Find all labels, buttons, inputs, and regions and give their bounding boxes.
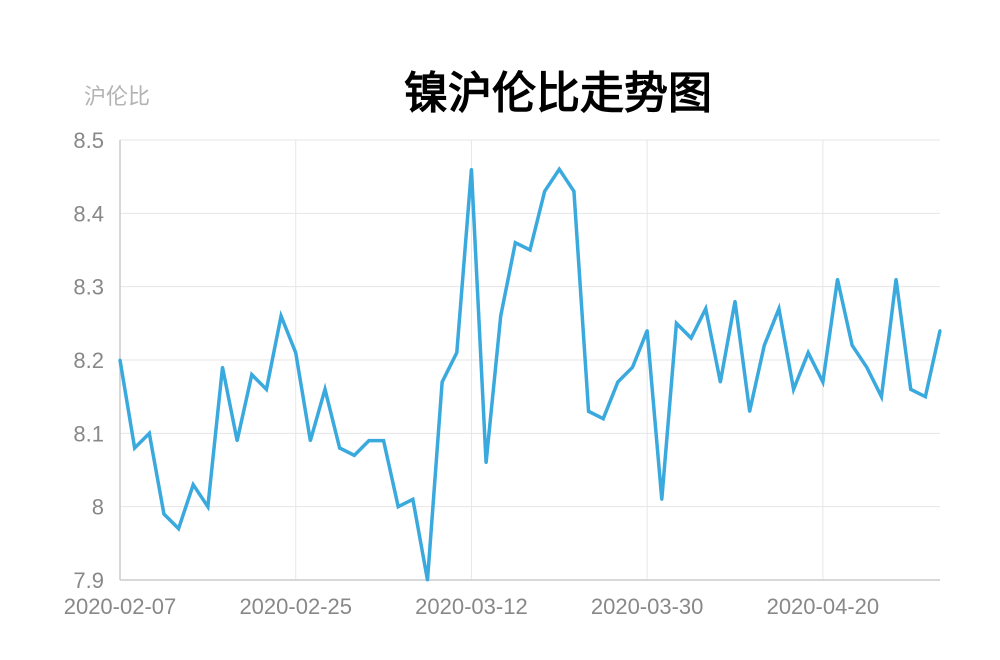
data-point	[323, 387, 327, 391]
data-point	[587, 409, 591, 413]
data-point	[133, 446, 137, 450]
series-line	[118, 166, 942, 581]
data-point	[528, 248, 532, 252]
data-point	[718, 380, 722, 384]
data-point	[162, 512, 166, 516]
series-layer	[118, 166, 942, 582]
data-point	[938, 329, 942, 333]
x-tick-label: 2020-04-20	[767, 594, 880, 619]
data-point	[543, 189, 547, 193]
data-point	[396, 505, 400, 509]
data-point	[865, 365, 869, 369]
data-point	[792, 387, 796, 391]
data-point	[879, 395, 883, 399]
data-point	[704, 307, 708, 311]
data-point	[191, 483, 195, 487]
data-point	[806, 351, 810, 355]
data-point	[426, 578, 429, 582]
data-point	[279, 314, 283, 318]
data-point	[836, 277, 839, 281]
data-point	[382, 439, 386, 443]
y-tick-label: 8.3	[73, 275, 104, 300]
data-point	[777, 307, 781, 311]
x-tick-label: 2020-02-25	[239, 594, 352, 619]
data-point	[250, 373, 254, 377]
data-point	[118, 358, 122, 362]
data-point	[221, 365, 224, 369]
grid-lines	[120, 139, 940, 580]
data-point	[733, 299, 737, 303]
data-point	[147, 431, 151, 435]
data-point	[601, 417, 605, 421]
y-tick-label: 8.5	[73, 128, 104, 153]
data-point	[572, 189, 576, 193]
data-point	[235, 439, 239, 443]
x-tick-label: 2020-03-12	[415, 594, 528, 619]
data-point	[645, 329, 649, 333]
data-point	[616, 380, 620, 384]
data-point	[177, 527, 181, 531]
y-axis-label: 沪伦比	[84, 85, 150, 110]
y-tick-label: 8.4	[73, 201, 104, 226]
data-point	[469, 167, 473, 171]
y-tick-label: 7.9	[73, 568, 104, 593]
data-point	[499, 314, 503, 318]
data-point	[894, 277, 898, 281]
data-point	[411, 497, 415, 501]
data-point	[557, 167, 561, 171]
data-point	[689, 336, 693, 340]
data-point	[923, 395, 927, 399]
data-point	[762, 343, 766, 347]
y-tick-labels: 8.5 8.4 8.3 8.2 8.1 8 7.9	[73, 128, 104, 593]
data-point	[206, 505, 210, 509]
data-point	[484, 461, 488, 465]
data-point	[264, 387, 268, 391]
data-point	[440, 380, 444, 384]
x-tick-label: 2020-03-30	[591, 594, 704, 619]
data-point	[821, 380, 825, 384]
data-point	[367, 439, 371, 443]
chart-title: 镍沪伦比走势图	[404, 68, 712, 119]
y-tick-label: 8	[92, 495, 104, 520]
data-point	[674, 321, 678, 325]
data-point	[308, 439, 312, 443]
data-point	[631, 365, 634, 369]
data-point	[338, 446, 342, 450]
y-tick-label: 8.1	[73, 421, 104, 446]
data-point	[748, 409, 752, 413]
data-point	[850, 343, 854, 347]
x-tick-labels: 2020-02-07 2020-02-25 2020-03-12 2020-03-30…	[64, 594, 879, 619]
data-point	[513, 241, 517, 245]
x-tick-label: 2020-02-07	[64, 594, 177, 619]
data-point	[294, 351, 298, 355]
data-point	[455, 351, 459, 355]
data-point	[909, 387, 913, 391]
data-point	[352, 453, 356, 457]
y-tick-label: 8.2	[73, 348, 104, 373]
data-point	[660, 497, 664, 501]
